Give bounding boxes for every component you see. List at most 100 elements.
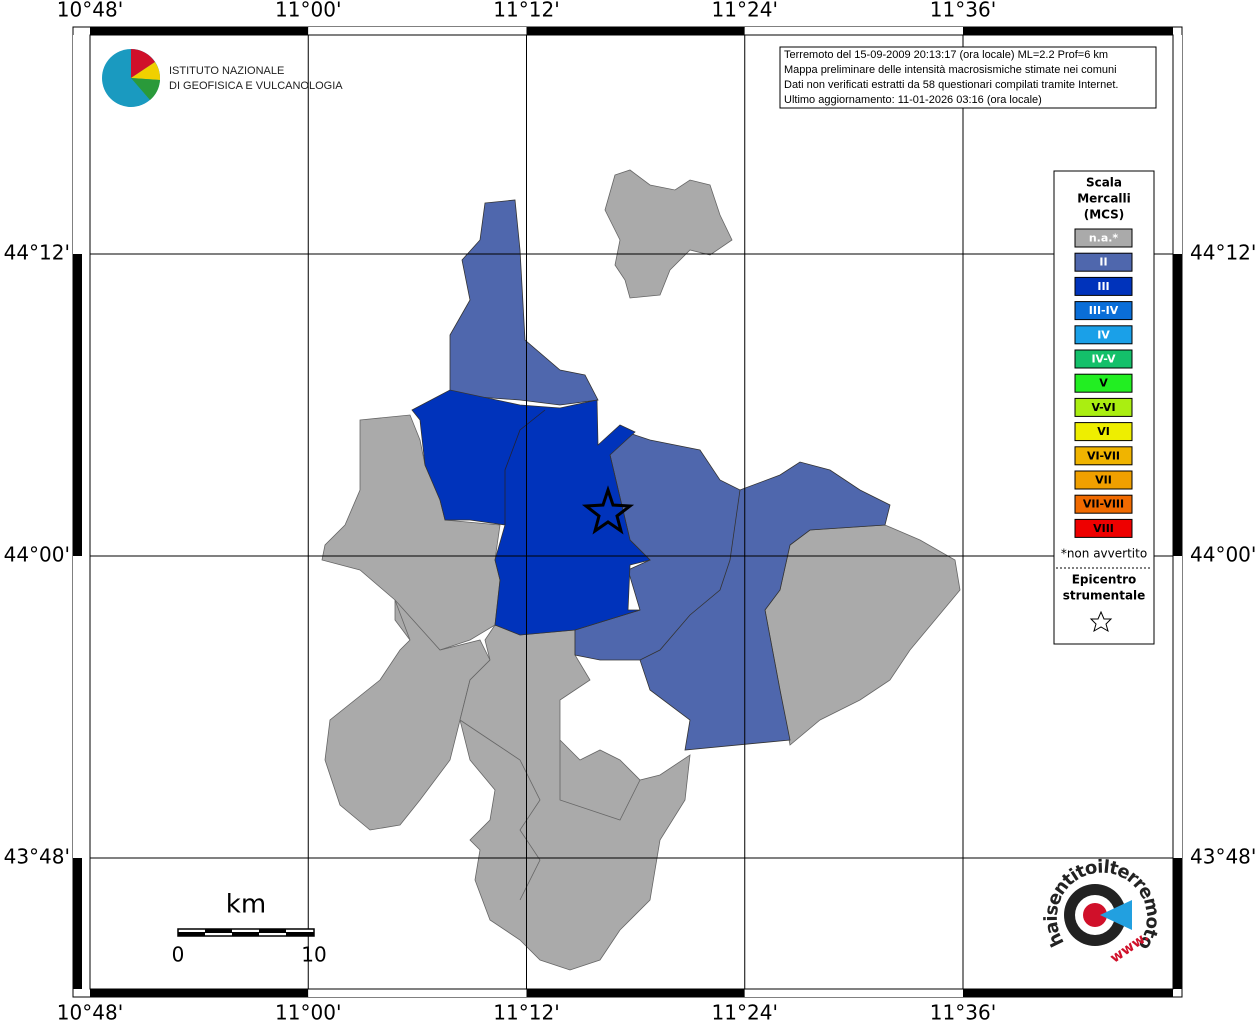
longitude-label: 11°24' — [712, 1001, 778, 1024]
legend-label: II — [1099, 256, 1107, 269]
legend-label: VIII — [1093, 522, 1114, 535]
frame-band — [744, 27, 963, 35]
info-box: Terremoto del 15-09-2009 20:13:17 (ora l… — [779, 46, 1157, 109]
longitude-label: 11°24' — [712, 0, 778, 22]
area-na — [604, 169, 733, 299]
latitude-label: 44°12' — [1190, 241, 1256, 265]
legend-label: VI — [1097, 425, 1110, 438]
logo-segment — [131, 49, 155, 78]
longitude-label: 11°12' — [493, 1001, 559, 1024]
legend-swatch — [1074, 373, 1133, 393]
area-iii — [411, 389, 651, 636]
legend-swatch — [1074, 518, 1133, 538]
scale-segment — [205, 929, 232, 933]
frame-band — [526, 989, 745, 997]
frame-band — [744, 989, 963, 997]
legend-swatch — [1074, 470, 1133, 490]
frame-band — [963, 27, 1173, 35]
logo-text: DI GEOFISICA E VULCANOLOGIA — [169, 80, 343, 92]
legend-label: VII — [1095, 474, 1112, 487]
legend-swatch — [1074, 349, 1133, 369]
scale-label: 0 — [172, 943, 185, 967]
latitude-label: 43°48' — [4, 845, 70, 869]
legend-label: V — [1099, 377, 1108, 390]
legend-label: III-IV — [1089, 304, 1119, 317]
longitude-label: 10°48' — [57, 0, 123, 22]
legend-swatch — [1074, 446, 1133, 466]
longitude-label: 11°00' — [275, 0, 341, 22]
legend-label: V-VI — [1091, 401, 1115, 414]
frame-band — [1173, 858, 1182, 989]
latitude-label: 43°48' — [1190, 845, 1256, 869]
frame-band — [73, 858, 82, 989]
legend-swatch — [1074, 494, 1133, 514]
area-na — [324, 599, 491, 831]
logo-segment — [131, 62, 161, 80]
area-ii — [574, 429, 891, 751]
longitude-label: 11°36' — [930, 1001, 996, 1024]
scale-label: 10 — [301, 943, 326, 967]
legend-footnote: *non avvertito — [1061, 547, 1147, 561]
info-line: Dati non verificati estratti da 58 quest… — [784, 79, 1118, 91]
border — [639, 489, 741, 661]
frame-bands — [73, 27, 1182, 997]
frame-band — [1173, 254, 1182, 556]
latitude-label: 44°12' — [4, 241, 70, 265]
legend-epicenter: strumentale — [1063, 589, 1146, 603]
legend-label: III — [1097, 280, 1109, 293]
legend-label: n.a.* — [1089, 232, 1119, 245]
border — [459, 719, 541, 901]
frame-band — [90, 989, 309, 997]
scale-segment — [259, 929, 286, 933]
scale-bar: km 0 10 — [172, 890, 327, 967]
legend: *non avvertito Epicentro strumentale Sca… — [1053, 170, 1155, 645]
legend-label: IV-V — [1091, 353, 1116, 366]
frame-band — [308, 989, 527, 997]
coordinate-labels: 10°48' 10°48' 11°00' 11°00' 11°12' 11°12' 11°2… — [4, 0, 1256, 1024]
graticule — [90, 35, 1173, 989]
area-ii — [449, 199, 599, 406]
legend-epicenter: Epicentro — [1072, 573, 1137, 587]
longitude-label: 11°00' — [275, 1001, 341, 1024]
longitude-label: 11°12' — [493, 0, 559, 22]
scale-segment — [178, 932, 205, 936]
area-na — [459, 624, 691, 971]
legend-label: IV — [1097, 328, 1110, 341]
legend-swatch — [1074, 252, 1133, 272]
frame-band — [526, 27, 745, 35]
legend-swatch — [1074, 422, 1133, 442]
latitude-label: 44°00' — [1190, 543, 1256, 567]
frame-band — [73, 556, 82, 858]
latitude-label: 44°00' — [4, 543, 70, 567]
frame-band — [73, 35, 82, 254]
scale-segment — [232, 932, 259, 936]
info-line: Ultimo aggiornamento: 11-01-2026 03:16 (… — [784, 94, 1042, 106]
border — [559, 740, 641, 821]
municipalities — [321, 169, 961, 971]
legend-label: VII-VIII — [1083, 498, 1124, 511]
scale-unit: km — [226, 890, 266, 920]
legend-title: (MCS) — [1084, 208, 1125, 222]
longitude-label: 11°36' — [930, 0, 996, 22]
info-line: Terremoto del 15-09-2009 20:13:17 (ora l… — [784, 49, 1108, 61]
logo-segment — [131, 78, 160, 100]
info-line: Mappa preliminare delle intensità macros… — [784, 64, 1117, 76]
badge-core — [1083, 903, 1107, 927]
legend-title: Mercalli — [1077, 192, 1131, 206]
epicenter-star — [581, 485, 635, 535]
longitude-label: 10°48' — [57, 1001, 123, 1024]
frame-band — [90, 27, 309, 35]
legend-title: Scala — [1086, 176, 1122, 190]
badge-beam — [1100, 900, 1132, 930]
legend-swatch — [1074, 276, 1133, 296]
frame-band — [308, 27, 527, 35]
legend-swatch — [1074, 325, 1133, 345]
legend-star — [1089, 610, 1113, 633]
legend-label: VI-VII — [1087, 449, 1120, 462]
frame-band — [1173, 556, 1182, 858]
frame-band — [963, 989, 1173, 997]
frame-band — [1173, 35, 1182, 254]
legend-swatch — [1074, 228, 1133, 248]
ingv-logo: ISTITUTO NAZIONALE DI GEOFISICA E VULCAN… — [102, 49, 343, 107]
